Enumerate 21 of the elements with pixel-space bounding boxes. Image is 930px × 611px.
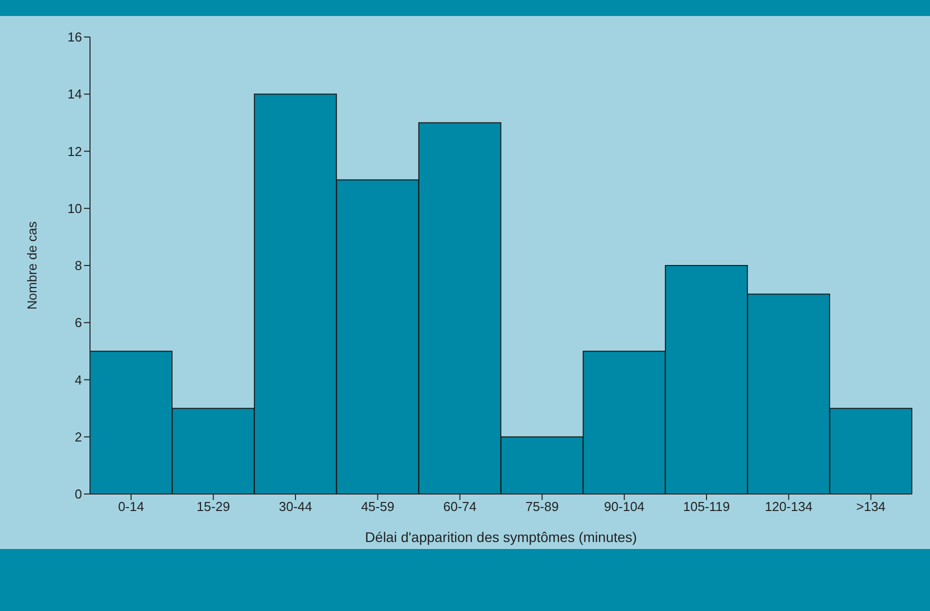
y-tick-label: 12 xyxy=(68,144,82,159)
x-tick-label: 120-134 xyxy=(764,499,813,514)
x-tick-label: >134 xyxy=(856,499,886,514)
x-tick-label: 60-74 xyxy=(443,499,477,514)
y-tick-label: 8 xyxy=(74,258,82,274)
x-axis-title: Délai d'apparition des symptômes (minutes) xyxy=(365,529,637,545)
y-tick-label: 10 xyxy=(68,200,82,216)
x-tick-label: 0-14 xyxy=(118,499,144,514)
y-tick-label: 6 xyxy=(74,315,82,330)
x-tick-label: 75-89 xyxy=(525,499,559,514)
y-tick-label: 16 xyxy=(68,30,82,45)
x-tick-label: 45-59 xyxy=(361,499,394,514)
y-tick-label: 4 xyxy=(74,372,82,388)
y-axis-title: Nombre de cas xyxy=(24,220,40,310)
x-tick-label: 15-29 xyxy=(196,499,230,514)
y-tick-label: 14 xyxy=(68,86,82,102)
y-tick-label: 0 xyxy=(74,486,82,502)
x-tick-label: 30-44 xyxy=(278,499,312,514)
x-tick-label: 105-119 xyxy=(683,499,730,514)
x-tick-label: 90-104 xyxy=(604,499,645,514)
y-tick-label: 2 xyxy=(74,429,82,444)
